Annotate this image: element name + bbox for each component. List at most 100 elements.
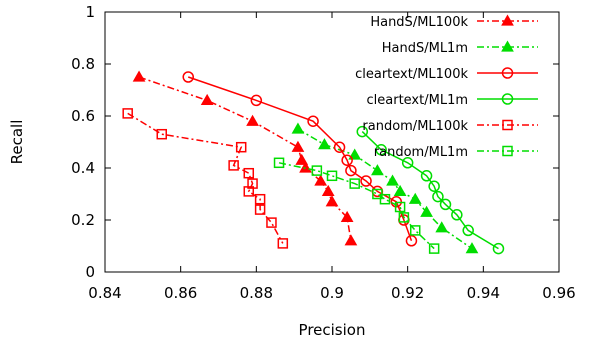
series-random-ml100k [122,108,289,249]
legend-label: cleartext/ML1m [367,93,469,108]
data-point [250,94,263,107]
series-cleartext-ml1m [356,125,505,255]
data-point [325,195,339,207]
legend-label: random/ML100k [362,119,468,134]
data-point [299,161,312,173]
y-tick-label: 0.8 [71,55,95,73]
y-tick-label: 0.4 [71,159,95,177]
x-tick-label: 0.86 [164,284,197,302]
plot-area: 0.84 0.86 0.88 0.9 0.92 0.94 0.96 0 0.2 0.4 0.6 0.8… [71,3,576,302]
data-point [405,235,418,247]
y-tick-label: 1 [85,3,95,21]
data-point [321,184,335,197]
legend-marker [501,14,514,26]
data-point [428,180,440,192]
data-point [243,167,255,179]
data-point [291,140,305,152]
legend-item: HandS/ML100k [370,14,538,30]
data-point [375,144,387,156]
data-point [314,174,328,186]
x-tick-label: 0.84 [88,284,121,302]
legend-label: cleartext/ML100k [355,67,468,82]
data-point [307,115,319,127]
legend-marker [502,119,513,131]
y-axis-label: Recall [8,120,26,165]
data-point [318,138,331,150]
series-line [127,112,284,244]
data-point [311,165,323,176]
plot-frame [104,11,560,273]
legend-item: random/ML100k [362,119,538,134]
data-point [344,234,358,246]
series-hands-ml1m [291,122,479,254]
data-point [435,221,449,233]
data-point [360,175,372,187]
data-point [235,141,247,153]
data-point [246,114,259,126]
legend-marker [502,145,513,157]
data-point [394,201,406,213]
data-point [345,164,357,177]
series-line [187,76,413,242]
data-point [398,212,410,223]
data-point [228,160,239,171]
series-line [138,76,352,241]
x-tick-label: 0.94 [467,284,500,302]
data-point [356,125,369,138]
data-point [349,178,360,189]
legend-label: HandS/ML1m [382,41,468,56]
legend-label: HandS/ML100k [370,15,468,30]
data-point [200,93,214,106]
data-point [341,154,353,166]
data-point [277,238,289,249]
data-point [439,198,452,211]
series-random-ml1m [273,157,440,254]
data-point [340,210,354,223]
data-point [254,193,266,205]
legend-item: cleartext/ML100k [355,67,538,82]
data-point [465,242,479,254]
series-line [297,128,473,250]
y-tick-label: 0.6 [71,107,95,125]
data-point [333,141,346,153]
legend-item: random/ML1m [374,145,538,160]
data-point [326,170,338,182]
data-point [348,148,362,160]
legend-item: HandS/ML1m [382,40,538,56]
x-axis-label: Precision [299,321,366,339]
data-point [451,209,463,221]
data-point [492,242,505,255]
data-point [432,190,444,203]
data-point [295,153,309,165]
y-tick-label: 0 [85,263,95,281]
series-hands-ml100k [132,70,358,246]
x-tick-label: 0.9 [320,284,344,302]
y-tick-label: 0.2 [71,211,95,229]
data-point [386,174,399,186]
data-point [420,205,433,217]
data-point [243,186,255,197]
data-point [428,243,440,254]
data-point [273,157,285,169]
data-point [462,224,474,237]
legend-label: random/ML1m [374,145,468,160]
data-point [132,70,146,82]
data-point [379,193,391,205]
data-point [122,108,133,119]
x-tick-label: 0.96 [542,284,575,302]
data-point [182,71,194,83]
data-point [393,184,407,197]
x-tick-label: 0.92 [391,284,424,302]
legend-marker [501,93,514,105]
legend-marker [501,40,514,52]
data-point [291,122,305,134]
data-point [408,192,422,204]
data-point [409,225,421,236]
x-tick-label: 0.88 [240,284,273,302]
legend: HandS/ML100k HandS/ML1m cleartext/ML100k cl… [355,14,538,160]
data-point [401,157,414,169]
legend-marker [501,67,514,79]
legend-item: cleartext/ML1m [367,93,538,108]
data-point [420,170,433,182]
